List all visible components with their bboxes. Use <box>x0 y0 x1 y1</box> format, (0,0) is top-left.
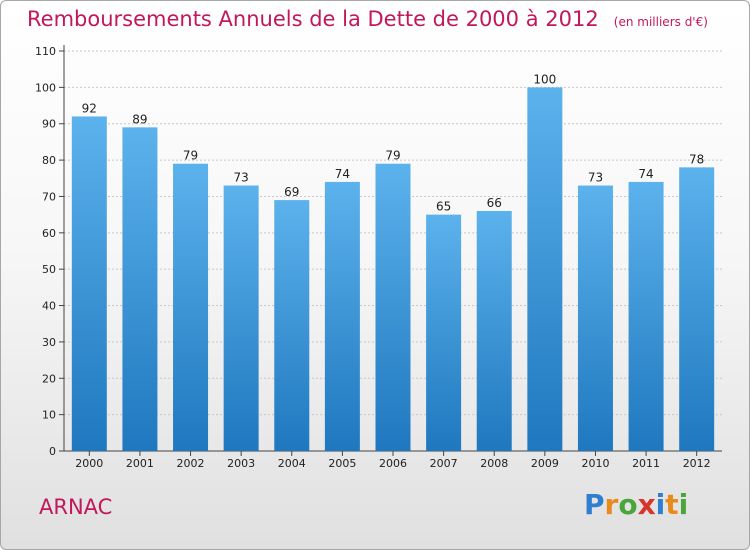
bar <box>679 167 715 451</box>
x-tick-label: 2004 <box>278 457 306 470</box>
chart-title-main: Remboursements Annuels de la Dette de 20… <box>27 7 599 31</box>
bar <box>173 163 209 451</box>
x-tick-label: 2005 <box>328 457 356 470</box>
data-label: 79 <box>183 149 198 163</box>
x-tick-label: 2008 <box>480 457 508 470</box>
x-tick-label: 2002 <box>177 457 205 470</box>
y-tick-label: 10 <box>42 409 56 422</box>
bar <box>324 181 360 451</box>
y-tick-label: 80 <box>42 154 56 167</box>
bar <box>122 127 158 451</box>
logo-letter: r <box>604 488 619 521</box>
bar <box>223 185 259 451</box>
data-label: 78 <box>689 152 704 166</box>
chart-title: Remboursements Annuels de la Dette de 20… <box>27 7 708 31</box>
x-tick-label: 2010 <box>581 457 609 470</box>
bar <box>476 211 512 451</box>
bar <box>628 181 664 451</box>
y-tick-label: 60 <box>42 227 56 240</box>
data-label: 79 <box>385 149 400 163</box>
x-tick-label: 2011 <box>632 457 660 470</box>
x-tick-label: 2009 <box>531 457 559 470</box>
data-label: 89 <box>132 112 147 126</box>
bar <box>527 87 563 451</box>
y-tick-label: 110 <box>35 45 56 58</box>
y-tick-label: 40 <box>42 300 56 313</box>
data-label: 74 <box>335 167 350 181</box>
x-tick-label: 2006 <box>379 457 407 470</box>
y-tick-label: 70 <box>42 190 56 203</box>
x-tick-label: 2001 <box>126 457 154 470</box>
y-tick-label: 50 <box>42 263 56 276</box>
data-label: 69 <box>284 185 299 199</box>
bar <box>375 163 411 451</box>
bar <box>577 185 613 451</box>
data-label: 92 <box>82 101 97 115</box>
logo-letter: i <box>678 488 689 521</box>
data-label: 73 <box>588 171 603 185</box>
logo-letter: o <box>618 488 638 521</box>
data-label: 65 <box>436 200 451 214</box>
y-tick-label: 0 <box>49 445 56 458</box>
logo-letter: i <box>655 488 666 521</box>
x-tick-label: 2003 <box>227 457 255 470</box>
logo-letter: P <box>584 488 605 521</box>
data-label: 100 <box>533 72 556 86</box>
y-tick-label: 100 <box>35 81 56 94</box>
logo-letter: x <box>637 488 656 521</box>
commune-name: ARNAC <box>39 495 113 519</box>
data-label: 66 <box>487 196 502 210</box>
y-tick-label: 30 <box>42 336 56 349</box>
y-tick-label: 90 <box>42 118 56 131</box>
bar <box>274 200 310 451</box>
proxiti-logo: Proxiti <box>584 488 688 521</box>
x-tick-label: 2007 <box>430 457 458 470</box>
bar <box>426 214 462 451</box>
x-tick-label: 2000 <box>75 457 103 470</box>
chart-title-unit: (en milliers d'€) <box>613 15 708 29</box>
data-label: 73 <box>234 171 249 185</box>
logo-letter: t <box>665 488 679 521</box>
x-tick-label: 2012 <box>683 457 711 470</box>
bar <box>71 116 107 452</box>
y-tick-label: 20 <box>42 372 56 385</box>
data-label: 74 <box>638 167 653 181</box>
